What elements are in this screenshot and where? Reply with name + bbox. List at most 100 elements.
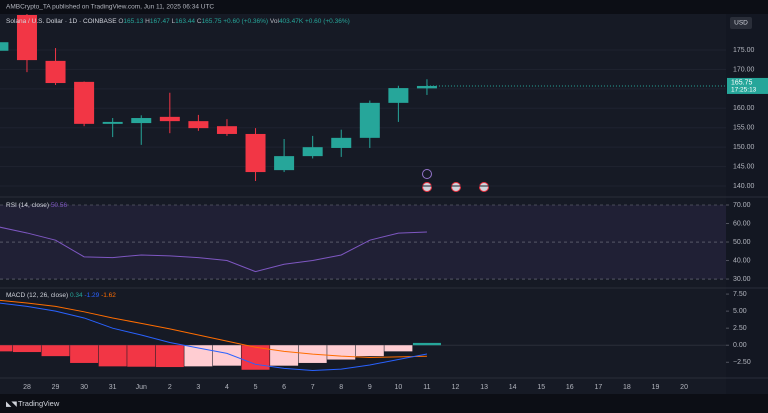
- rsi-line: [0, 226, 427, 273]
- y-tick-label: −2.50: [733, 359, 751, 366]
- x-tick-label: 17: [594, 384, 602, 391]
- y-tick-label: 2.50: [733, 325, 747, 332]
- histogram-bar: [70, 345, 99, 363]
- y-tick-label: 70.00: [733, 202, 751, 209]
- legend-value: RSI (14, close): [6, 202, 49, 209]
- x-tick-label: 7: [311, 384, 315, 391]
- legend-label: C: [197, 18, 202, 25]
- x-tick-label: 29: [52, 384, 60, 391]
- y-tick-label: 155.00: [733, 125, 755, 132]
- legend-label: L: [172, 18, 176, 25]
- macd-line: [0, 302, 428, 371]
- x-tick-label: 8: [339, 384, 343, 391]
- candle-body: [0, 42, 9, 51]
- legend-value: +0.60 (+0.36%): [223, 18, 268, 25]
- event-icon[interactable]: [479, 182, 489, 192]
- candle-body: [416, 85, 437, 89]
- histogram-bar: [270, 345, 299, 366]
- x-tick-label: 4: [225, 384, 229, 391]
- legend-value: 163.44: [175, 18, 195, 25]
- histogram-bar: [412, 342, 441, 346]
- y-tick-label: 40.00: [733, 257, 751, 264]
- y-tick-label: 145.00: [733, 163, 755, 170]
- event-icon[interactable]: [422, 182, 432, 192]
- price-axis: [726, 14, 768, 394]
- legend-value: 165.75: [202, 18, 222, 25]
- histogram-bar: [184, 345, 213, 367]
- histogram-bar: [355, 345, 384, 357]
- last-price-box: [727, 77, 768, 94]
- x-tick-label: 13: [480, 384, 488, 391]
- brand: TradingView: [18, 399, 60, 408]
- x-tick-label: 9: [368, 384, 372, 391]
- legend-value: 167.47: [150, 18, 170, 25]
- y-tick-label: 150.00: [733, 144, 755, 151]
- candle-body: [74, 81, 95, 124]
- candle-body: [45, 60, 66, 84]
- x-tick-label: 31: [109, 384, 117, 391]
- plot: [0, 14, 726, 371]
- candle-body: [331, 137, 352, 148]
- histogram-bar: [127, 345, 156, 367]
- legend-label: O: [118, 18, 123, 25]
- legend-label: Vol: [270, 18, 280, 25]
- histogram-bar: [12, 345, 41, 353]
- candle-body: [102, 121, 123, 124]
- candle-body: [245, 133, 266, 173]
- legend-value: 0.34: [70, 292, 83, 299]
- histogram-bar: [212, 345, 241, 366]
- x-tick-label: 3: [196, 384, 200, 391]
- event-icon[interactable]: [451, 182, 461, 192]
- y-tick-label: 5.00: [733, 308, 747, 315]
- legend-label: H: [145, 18, 150, 25]
- event-icons: [422, 169, 489, 192]
- candle-body: [16, 15, 37, 61]
- histogram-bar: [327, 345, 356, 360]
- publisher: AMBCrypto_TA published on TradingView.co…: [6, 4, 214, 11]
- rsi-legend: RSI (14, close) 50.56: [6, 202, 67, 209]
- candle-body: [302, 147, 323, 157]
- legend-value: -1.29: [84, 292, 99, 299]
- legend-value: 165.13: [123, 18, 143, 25]
- countdown: 17:25:13: [731, 87, 757, 94]
- candle-body: [388, 88, 409, 103]
- currency[interactable]: USD: [734, 20, 748, 27]
- histogram-bar: [0, 345, 13, 352]
- candle-body: [131, 118, 152, 124]
- legend-value: MACD (12, 26, close): [6, 292, 68, 299]
- signal-line: [0, 299, 427, 359]
- candle-body: [359, 102, 380, 138]
- candle-body: [216, 126, 237, 134]
- macd-legend: MACD (12, 26, close) 0.34 -1.29 -1.62: [6, 292, 116, 299]
- x-tick-label: 6: [282, 384, 286, 391]
- x-tick-label: 16: [566, 384, 574, 391]
- brand-logo: ◣◥: [6, 401, 17, 408]
- x-tick-label: 11: [423, 384, 430, 391]
- x-tick-label: 20: [680, 384, 688, 391]
- event-icon[interactable]: [422, 169, 432, 179]
- currency-button[interactable]: [730, 17, 752, 29]
- y-tick-label: 170.00: [733, 66, 755, 73]
- y-tick-label: 160.00: [733, 105, 755, 112]
- x-tick-label: Jun: [136, 384, 147, 391]
- x-tick-label: 14: [509, 384, 517, 391]
- symbol-legend: Solana / U.S. Dollar · 1D · COINBASE O16…: [6, 18, 350, 25]
- y-tick-label: 50.00: [733, 239, 751, 246]
- x-tick-label: 19: [652, 384, 660, 391]
- legend-value: Solana / U.S. Dollar · 1D · COINBASE: [6, 18, 117, 25]
- y-tick-label: 60.00: [733, 220, 751, 227]
- y-tick-label: 0.00: [733, 342, 747, 349]
- y-tick-label: 7.50: [733, 291, 747, 298]
- candle-body: [159, 116, 180, 122]
- histogram-bar: [41, 345, 70, 357]
- y-tick-label: 175.00: [733, 47, 755, 54]
- last-price: 165.75: [731, 79, 753, 86]
- x-tick-label: 12: [452, 384, 460, 391]
- x-tick-label: 5: [254, 384, 258, 391]
- candle-body: [188, 121, 209, 129]
- legend-value: -1.62: [101, 292, 116, 299]
- histogram-bar: [384, 345, 413, 352]
- x-tick-label: 2: [168, 384, 172, 391]
- histogram-bar: [155, 345, 184, 368]
